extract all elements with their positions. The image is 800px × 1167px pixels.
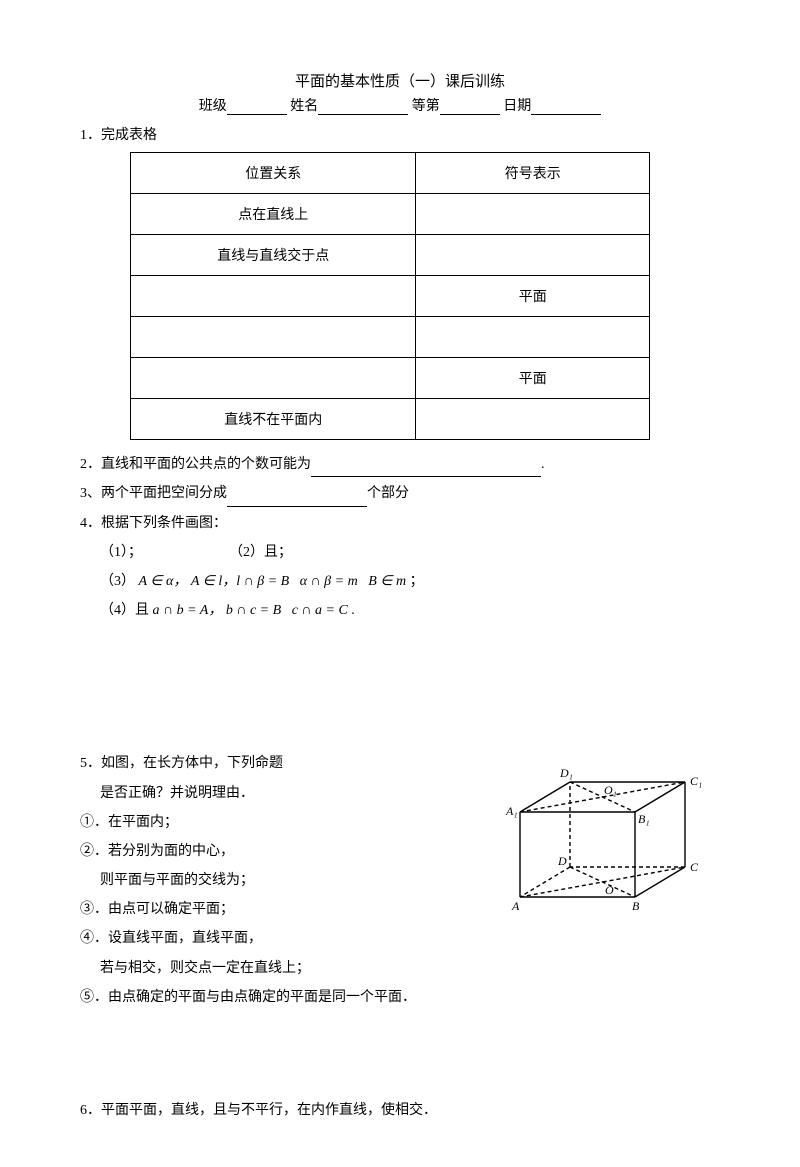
blank-date[interactable] <box>531 98 601 115</box>
q4-line1: （1）； （2）且； <box>100 540 720 565</box>
q4-3-tail: ； <box>410 574 424 589</box>
q4-3c: α ∩ β = m <box>300 574 358 589</box>
q4-3d: B ∈ m <box>368 574 406 589</box>
doc-subline: 班级 姓名 等第 日期 <box>80 95 720 115</box>
label-C: C <box>690 860 699 874</box>
label-name: 姓名 <box>290 99 318 114</box>
cell-r4c2[interactable] <box>416 317 650 358</box>
label-C1: C₁ <box>690 774 702 788</box>
q5-l2: ①．在平面内； <box>80 810 480 835</box>
q4-3a: A ∈ α， <box>139 574 188 589</box>
q2-blank[interactable] <box>311 462 541 477</box>
table-row <box>131 317 650 358</box>
cell-r2c1: 直线与直线交于点 <box>131 235 416 276</box>
q6: 6．平面平面，直线，且与不平行，在内作直线，使相交． <box>80 1098 720 1123</box>
table-row: 点在直线上 <box>131 194 650 235</box>
q4-line3: （4）且 a ∩ b = A， b ∩ c = B c ∩ a = C . <box>100 598 720 623</box>
cell-r1c2[interactable] <box>416 194 650 235</box>
q5-text: 5．如图，在长方体中，下列命题 是否正确？并说明理由． ①．在平面内； ②．若分… <box>80 747 480 1014</box>
q5-l0: 5．如图，在长方体中，下列命题 <box>80 751 480 776</box>
label-date: 日期 <box>503 99 531 114</box>
table-row: 平面 <box>131 276 650 317</box>
q4-line2: （3） A ∈ α， A ∈ l，l ∩ β = B α ∩ β = m B ∈… <box>100 569 720 594</box>
table-row: 平面 <box>131 358 650 399</box>
blank-class[interactable] <box>227 98 287 115</box>
q5-l6: ④．设直线平面，直线平面， <box>80 926 480 951</box>
label-rank: 等第 <box>412 99 440 114</box>
q4-3-pre: （3） <box>100 574 135 589</box>
q2-tail: . <box>541 457 545 472</box>
cell-r5c2: 平面 <box>416 358 650 399</box>
cell-r4c1[interactable] <box>131 317 416 358</box>
q5-l8: ⑤．由点确定的平面与由点确定的平面是同一个平面． <box>80 985 480 1010</box>
q5-l1: 是否正确？并说明理由． <box>100 781 480 806</box>
q2: 2．直线和平面的公共点的个数可能为. <box>80 452 720 477</box>
q4-prompt: 4．根据下列条件画图： <box>80 511 720 536</box>
q4-1: （1）； <box>100 545 142 560</box>
label-B1: B₁ <box>638 812 650 826</box>
label-O1: O₁ <box>604 783 617 797</box>
q5-l3: ②．若分别为面的中心， <box>80 839 480 864</box>
cell-r6c2[interactable] <box>416 399 650 440</box>
doc-title: 平面的基本性质（一）课后训练 <box>80 70 720 91</box>
cell-r6c1: 直线不在平面内 <box>131 399 416 440</box>
q2-prompt: 2．直线和平面的公共点的个数可能为 <box>80 457 311 472</box>
q1-prompt: 1．完成表格 <box>80 123 720 148</box>
cell-r3c1[interactable] <box>131 276 416 317</box>
q4-4-tail: . <box>351 603 355 618</box>
q3-prompt: 3、两个平面把空间分成 <box>80 486 227 501</box>
label-D1: D₁ <box>559 766 573 780</box>
label-class: 班级 <box>199 99 227 114</box>
cell-r1c1: 点在直线上 <box>131 194 416 235</box>
label-O: O <box>605 883 614 897</box>
table-row: 位置关系 符号表示 <box>131 153 650 194</box>
q3: 3、两个平面把空间分成 个部分 <box>80 481 720 506</box>
label-B: B <box>632 899 640 913</box>
label-A1: A₁ <box>505 804 518 818</box>
cuboid-diagram: A B C D A₁ B₁ C₁ D₁ O O₁ <box>500 747 720 917</box>
q3-blank[interactable] <box>227 492 367 507</box>
q4-4-pre: （4）且 <box>100 603 153 618</box>
cell-r5c1[interactable] <box>131 358 416 399</box>
q4-4b: b ∩ c = B <box>226 603 281 618</box>
table-row: 直线不在平面内 <box>131 399 650 440</box>
cell-r3c2: 平面 <box>416 276 650 317</box>
label-D: D <box>557 854 567 868</box>
q5-l4: 则平面与平面的交线为； <box>100 868 480 893</box>
blank-name[interactable] <box>318 98 408 115</box>
label-A: A <box>511 899 520 913</box>
q4-3b: A ∈ l，l ∩ β = B <box>191 574 289 589</box>
blank-rank[interactable] <box>440 98 500 115</box>
table-row: 直线与直线交于点 <box>131 235 650 276</box>
q1-table: 位置关系 符号表示 点在直线上 直线与直线交于点 平面 平面 直线不在平面内 <box>130 152 650 440</box>
cell-header-1: 位置关系 <box>131 153 416 194</box>
q5-l7: 若与相交，则交点一定在直线上； <box>100 956 480 981</box>
q4-2: （2）且； <box>229 545 292 560</box>
cell-header-2: 符号表示 <box>416 153 650 194</box>
q5-l5: ③．由点可以确定平面； <box>80 897 480 922</box>
q3-tail: 个部分 <box>367 486 409 501</box>
q4-4a: a ∩ b = A， <box>153 603 223 618</box>
q4-4c: c ∩ a = C <box>292 603 348 618</box>
cell-r2c2[interactable] <box>416 235 650 276</box>
